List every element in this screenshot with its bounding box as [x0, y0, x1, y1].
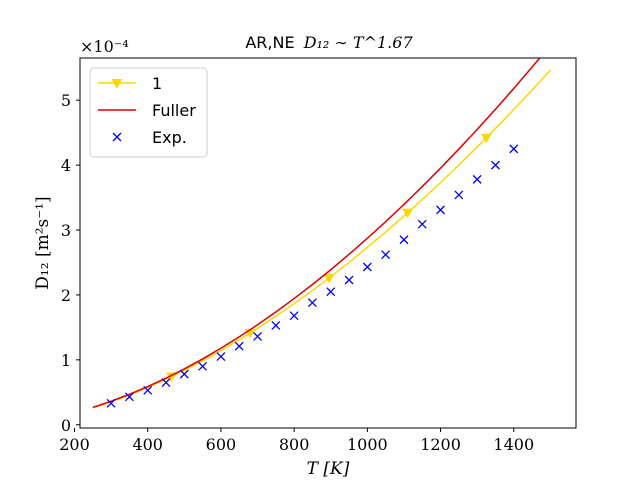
data-point [399, 235, 409, 245]
legend-label: 1 [152, 74, 162, 93]
y-tick-label: 5 [61, 91, 71, 110]
y-axis-label: D₁₂ [m²s⁻¹] [33, 196, 53, 289]
series-layer [92, 58, 551, 409]
series-marker [402, 208, 414, 219]
data-point [271, 320, 281, 330]
data-point [326, 287, 336, 297]
data-point [307, 298, 317, 308]
y-axis-ticks: 0 1 2 3 4 5 [61, 91, 80, 435]
data-point [509, 144, 519, 154]
data-point [289, 311, 299, 321]
x-tick-label: 1400 [493, 435, 534, 454]
data-point [198, 361, 208, 371]
y-tick-label: 0 [61, 416, 71, 435]
x-tick-label: 800 [279, 435, 310, 454]
y-tick-label: 2 [61, 286, 71, 305]
legend-item: 1 [98, 74, 162, 93]
legend-item: Exp. [112, 128, 187, 147]
y-tick-label: 1 [61, 351, 71, 370]
series-marker [323, 274, 335, 284]
data-point [234, 341, 244, 351]
y-tick-label: 3 [61, 221, 71, 240]
legend: 1 Fuller Exp. [89, 67, 208, 158]
data-point [143, 385, 153, 395]
x-tick-label: 1000 [347, 435, 388, 454]
x-axis-label: T [K] [307, 459, 350, 479]
data-point [436, 205, 446, 215]
legend-swatch-marker [111, 79, 123, 89]
data-point [344, 275, 354, 285]
series-marker [480, 133, 492, 144]
x-tick-label: 200 [59, 435, 90, 454]
series-exp- [106, 144, 519, 408]
legend-swatch-marker [112, 132, 122, 142]
x-tick-label: 600 [206, 435, 237, 454]
chart-title-prefix: AR,NE [245, 33, 294, 52]
data-point [417, 219, 427, 229]
data-point [362, 262, 372, 272]
data-point [161, 378, 171, 388]
data-point [454, 190, 464, 200]
y-scale-label: ×10⁻⁴ [80, 37, 129, 56]
series-1 [92, 69, 551, 409]
legend-label: Exp. [152, 128, 187, 147]
chart-title-formula: D₁₂ ∼ T^1.67 [303, 33, 414, 52]
data-point [124, 392, 134, 402]
x-axis-ticks: 200 400 600 800 1000 1200 1400 [59, 428, 534, 454]
x-tick-label: 1200 [420, 435, 461, 454]
y-tick-label: 4 [61, 156, 71, 175]
data-point [381, 250, 391, 260]
data-point [106, 398, 116, 408]
data-point [472, 174, 482, 184]
x-tick-label: 400 [132, 435, 163, 454]
chart-title: AR,NE D₁₂ ∼ T^1.67 [245, 33, 413, 52]
axes-frame [79, 57, 577, 429]
data-point [216, 352, 226, 362]
legend-label: Fuller [152, 101, 196, 120]
legend-item: Fuller [98, 101, 196, 120]
data-point [179, 369, 189, 379]
data-point [491, 160, 500, 170]
series-fuller [92, 58, 541, 409]
series-line [92, 58, 541, 409]
data-point [253, 332, 262, 341]
